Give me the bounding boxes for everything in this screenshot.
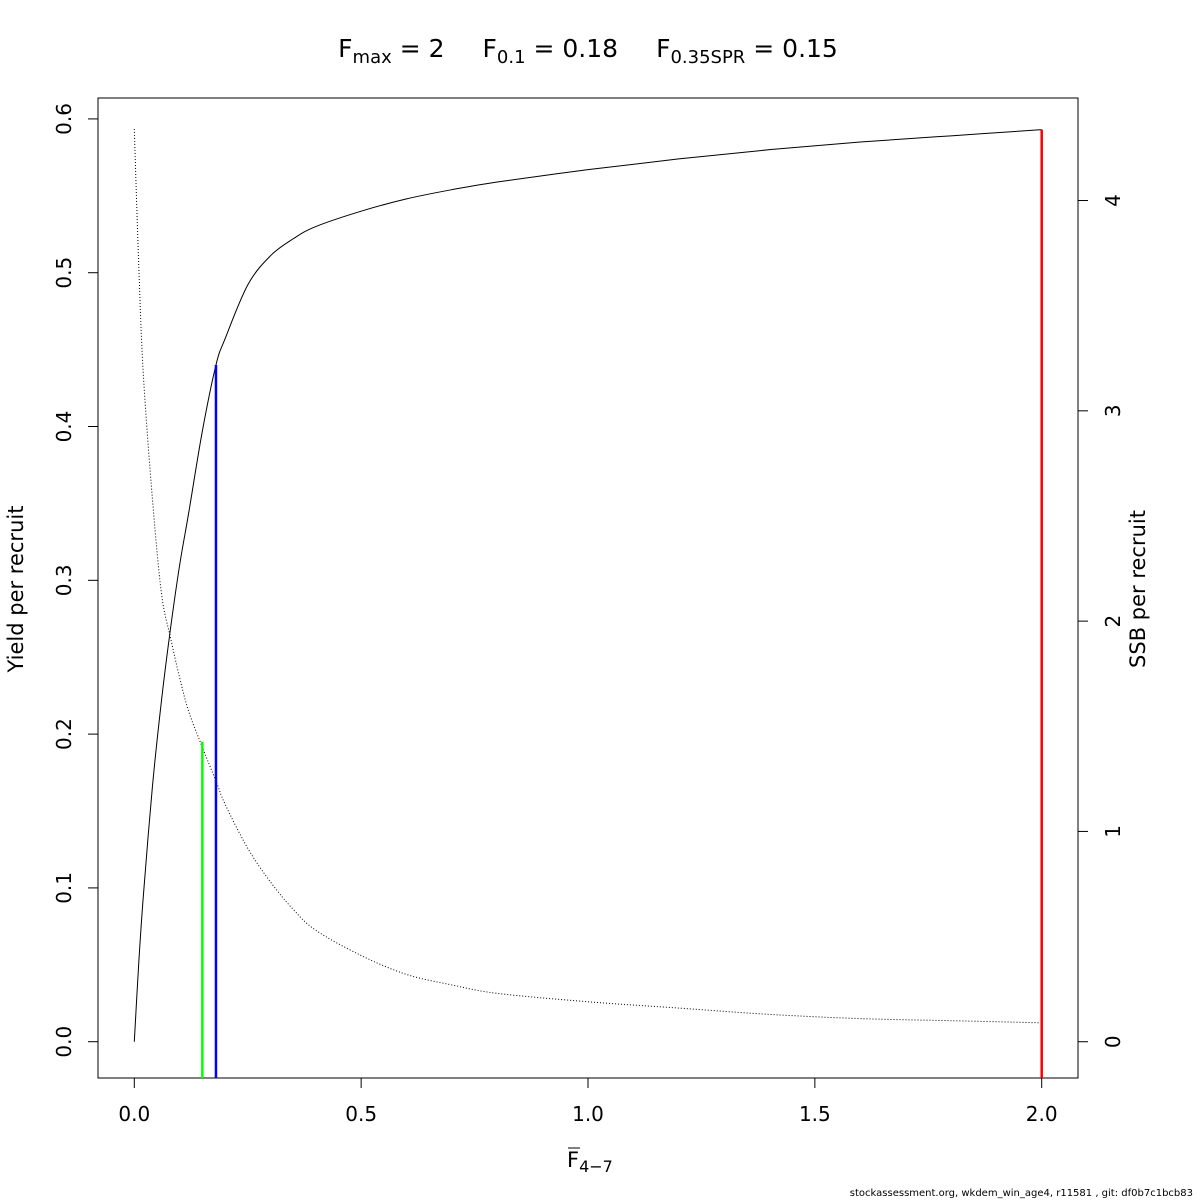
y-left-tick-label: 0.6 [52,103,76,135]
title-fspr-rest: = 0.15 [745,34,838,63]
chart-title: Fmax = 2 F0.1 = 0.18 F0.35SPR = 0.15 [338,34,838,68]
y-axis-left: 0.0 0.1 0.2 0.3 0.4 0.5 0.6 [52,103,99,1058]
y-right-tick-label: 2 [1101,615,1125,628]
title-fspr-sub: 0.35SPR [670,47,745,68]
x-axis: 0.0 0.5 1.0 1.5 2.0 [118,1077,1058,1126]
title-f01-rest: = 0.18 [526,34,619,63]
y-axis-right: 0 1 2 3 4 [1077,194,1125,1048]
y-left-tick-label: 0.5 [52,257,76,289]
y-axis-left-label: Yield per recruit [4,506,28,674]
x-tick-label: 0.5 [345,1102,377,1126]
y-left-tick-label: 0.3 [52,564,76,596]
title-f01-sub: 0.1 [497,47,526,68]
y-left-tick-label: 0.2 [52,718,76,750]
y-right-tick-label: 3 [1101,404,1125,417]
x-tick-label: 2.0 [1026,1102,1058,1126]
series-layer [133,129,1042,1042]
x-label-sub: 4−7 [579,1157,613,1176]
footer-note: stockassessment.org, wkdem_win_age4, r11… [850,1188,1193,1199]
yield-per-recruit-curve [133,129,1042,1042]
title-fmax-rest: = 2 [392,34,445,63]
x-tick-label: 1.0 [572,1102,604,1126]
reference-lines [201,129,1043,1078]
title-fspr-base: F [656,34,670,63]
y-right-tick-label: 1 [1101,825,1125,838]
plot-frame [97,97,1079,1079]
y-left-tick-label: 0.4 [52,411,76,443]
x-label-base: F [567,1148,579,1172]
y-axis-right-label: SSB per recruit [1126,510,1150,668]
y-right-tick-label: 0 [1101,1035,1125,1048]
title-f01-base: F [483,34,497,63]
title-fmax-base: F [338,34,352,63]
x-tick-label: 1.5 [799,1102,831,1126]
y-left-tick-label: 0.0 [52,1026,76,1058]
x-axis-label: F4−7 [567,1148,613,1176]
x-tick-label: 0.0 [118,1102,150,1126]
title-fmax-sub: max [353,47,393,68]
ssb-per-recruit-curve [133,129,1042,1024]
y-left-tick-label: 0.1 [52,872,76,904]
y-right-tick-label: 4 [1101,194,1125,207]
